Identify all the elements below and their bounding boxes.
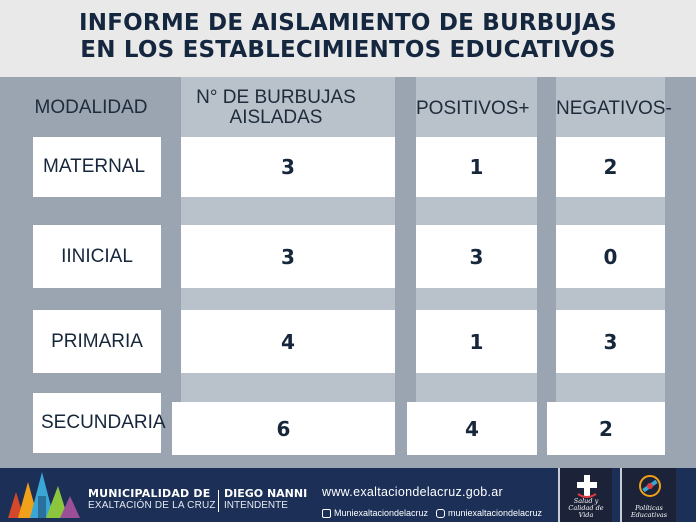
municipal-logo-icon (8, 472, 80, 518)
table-cell-burbujas: 3 (181, 137, 395, 197)
footer-divider (218, 490, 219, 512)
footer-intendente-nombre: DIEGO NANNI (224, 487, 308, 500)
table-cell-negativos: 3 (556, 310, 665, 373)
header-burbujas: N° DE BURBUJAS AISLADAS (181, 88, 371, 128)
badge-educativas-text: Políticas Educativas (622, 505, 676, 519)
footer-website-link[interactable]: www.exaltaciondelacruz.gob.ar (322, 485, 504, 499)
badge-salud-line-2: Calidad de Vida (568, 504, 604, 519)
header-positivos: POSITIVOS+ (416, 98, 530, 119)
header-burbujas-line-1: N° DE BURBUJAS (196, 87, 356, 108)
badge-educativas: Políticas Educativas (620, 468, 676, 522)
header-modalidad: MODALIDAD (34, 97, 148, 118)
header-banner (0, 0, 696, 77)
table-cell-positivos: 4 (407, 402, 537, 455)
badge-salud: Salud y Calidad de Vida (558, 468, 612, 522)
badge-educativas-line-1: Políticas (635, 504, 663, 512)
instagram-icon (436, 508, 445, 518)
table-cell-positivos: 1 (416, 137, 537, 197)
instagram-handle: muniexaltaciondelacruz (448, 508, 543, 518)
table-row-label: PRIMARIA (33, 310, 161, 373)
title-line-2: EN LOS ESTABLECIMIENTOS EDUCATIVOS (80, 37, 616, 63)
facebook-handle: Muniexaltaciondelacruz (334, 508, 429, 518)
report-title: INFORME DE AISLAMIENTO DE BURBUJAS EN LO… (0, 10, 696, 64)
table-cell-negativos: 2 (556, 137, 665, 197)
header-negativos: NEGATIVOS- (556, 98, 672, 119)
table-row-label: MATERNAL (33, 137, 161, 197)
header-burbujas-line-2: AISLADAS (229, 107, 323, 128)
badge-educativas-line-2: Educativas (630, 511, 668, 519)
table-cell-burbujas: 6 (172, 402, 395, 455)
footer-municipalidad: MUNICIPALIDAD DE (88, 487, 211, 500)
table-cell-burbujas: 4 (181, 310, 395, 373)
badge-salud-line-1: Salud y (573, 497, 599, 505)
footer-localidad: EXALTACIÓN DE LA CRUZ (88, 500, 216, 511)
footer-facebook-link[interactable]: Muniexaltaciondelacruz (322, 508, 428, 518)
table-row-label: IINICIAL (33, 225, 161, 288)
table-cell-positivos: 3 (416, 225, 537, 288)
table-cell-negativos: 2 (547, 402, 665, 455)
education-pencil-icon (639, 475, 661, 497)
table-cell-burbujas: 3 (181, 225, 395, 288)
health-cross-icon (577, 475, 597, 498)
footer-intendente-cargo: INTENDENTE (224, 500, 288, 511)
table-cell-positivos: 1 (416, 310, 537, 373)
table-cell-negativos: 0 (556, 225, 665, 288)
facebook-icon (322, 508, 331, 518)
footer-instagram-link[interactable]: muniexaltaciondelacruz (436, 508, 542, 518)
title-line-1: INFORME DE AISLAMIENTO DE BURBUJAS (79, 10, 617, 36)
badge-salud-text: Salud y Calidad de Vida (560, 498, 612, 519)
table-row-label: SECUNDARIA (33, 393, 166, 453)
